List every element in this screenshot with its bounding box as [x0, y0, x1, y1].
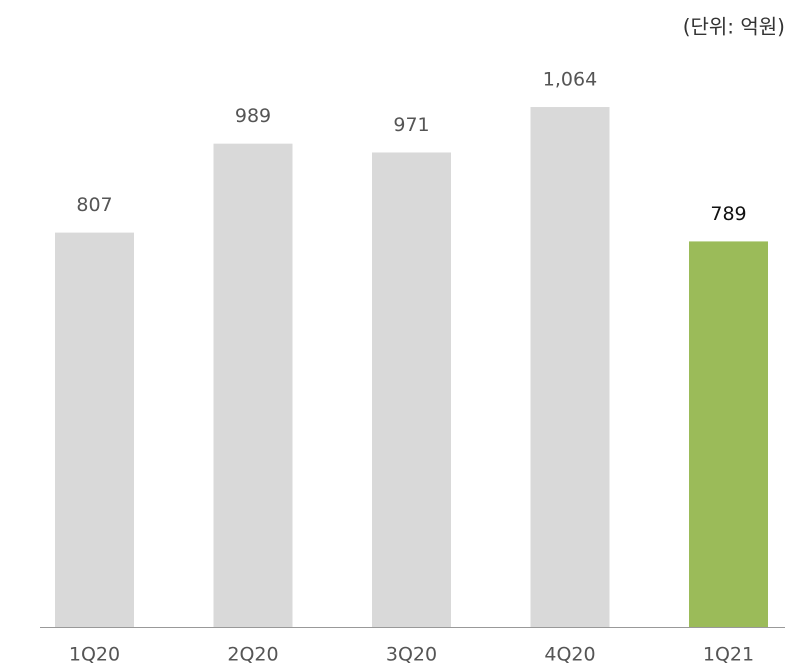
unit-annotation: (단위: 억원) [683, 15, 785, 39]
value-label: 1,064 [543, 69, 597, 91]
bar [372, 152, 451, 628]
bar [55, 232, 134, 628]
x-tick-label: 1Q20 [69, 644, 120, 665]
value-label: 807 [76, 194, 112, 216]
value-label: 989 [235, 105, 271, 127]
x-tick-label: 4Q20 [544, 644, 595, 665]
value-label: 971 [393, 114, 429, 136]
x-tick-label: 3Q20 [386, 644, 437, 665]
x-tick-label: 1Q21 [703, 644, 754, 665]
bar [530, 107, 610, 628]
bar [213, 143, 293, 627]
bar [689, 241, 768, 627]
x-tick-label: 2Q20 [227, 644, 278, 665]
value-label: 789 [710, 203, 746, 225]
